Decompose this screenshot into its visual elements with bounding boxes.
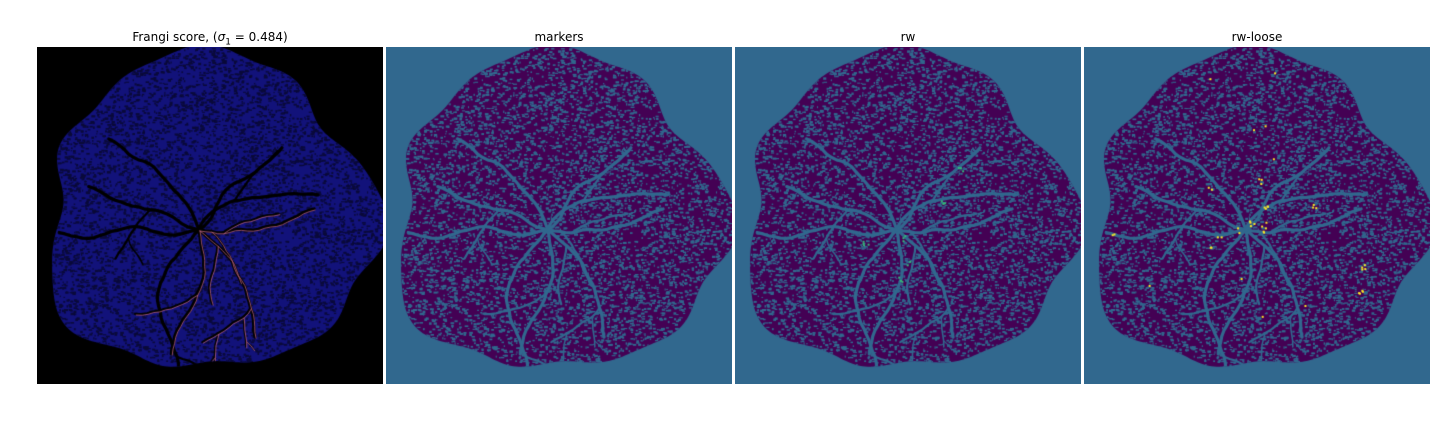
rw-image (735, 47, 1081, 384)
panel-rw-loose (1084, 47, 1430, 384)
panel-title-rw: rw (900, 30, 916, 44)
panel-rw (735, 47, 1081, 384)
panel-title-frangi: Frangi score, (σ1 = 0.484) (132, 30, 288, 48)
panel-markers (386, 47, 732, 384)
panel-frangi (37, 47, 383, 384)
rw-loose-image (1084, 47, 1430, 384)
markers-image (386, 47, 732, 384)
frangi-image (37, 47, 383, 384)
panel-title-markers: markers (534, 30, 584, 44)
panel-title-rw-loose: rw-loose (1231, 30, 1283, 44)
